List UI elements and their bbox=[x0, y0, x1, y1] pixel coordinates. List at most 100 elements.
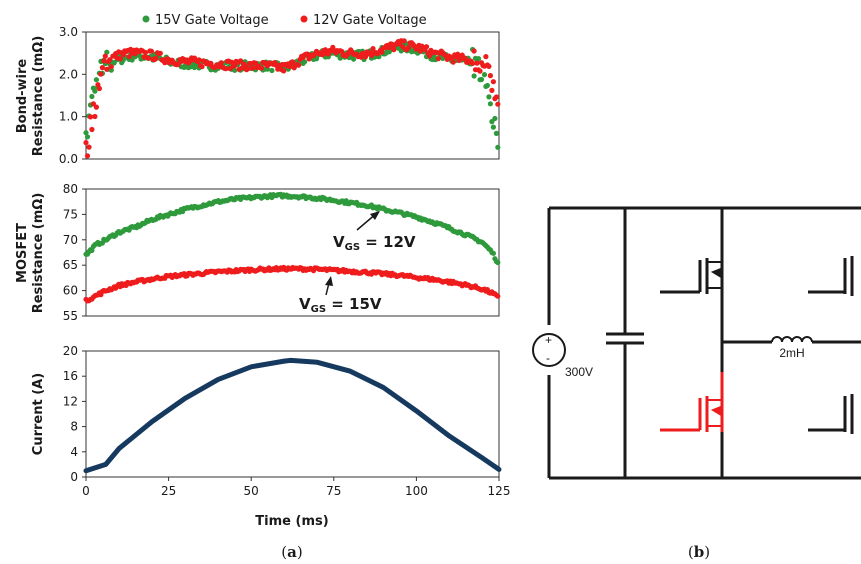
green-data-point bbox=[232, 67, 238, 73]
lower-switch-diode bbox=[710, 405, 723, 417]
red-data-point bbox=[401, 38, 407, 44]
annotation-12v-sub: GS bbox=[345, 242, 360, 253]
x-tick-label: 0 bbox=[82, 484, 90, 498]
annotation-12v-arrowhead bbox=[370, 211, 380, 220]
green-data-point bbox=[490, 124, 496, 130]
red-data-point bbox=[245, 66, 251, 72]
caption-b: (b) bbox=[688, 543, 710, 561]
inductor-label: 2mH bbox=[779, 346, 804, 360]
red-data-point bbox=[258, 65, 264, 71]
y-tick-label: 3.0 bbox=[59, 25, 78, 39]
green-data-point bbox=[495, 259, 501, 266]
current-line bbox=[83, 357, 502, 474]
current-panel: Current (A) 0 4 8 12 16 20 0 25 50 75 100 125 Time… bbox=[31, 344, 510, 529]
green-data-point bbox=[475, 56, 482, 62]
green-data-point bbox=[486, 94, 492, 100]
red-data-point bbox=[249, 65, 256, 71]
annotation-15v-sub: GS bbox=[311, 304, 326, 315]
circuit-diagram bbox=[532, 206, 861, 480]
annotation-12v-value: = 12V bbox=[360, 233, 416, 251]
red-data-point bbox=[223, 66, 229, 72]
green-data-point bbox=[481, 72, 488, 78]
red-data-point bbox=[86, 144, 92, 150]
mosfet-plot-frame bbox=[85, 188, 500, 317]
current-xlabel: Time (ms) bbox=[255, 514, 328, 529]
x-tick-label: 125 bbox=[488, 484, 511, 498]
red-data-point bbox=[487, 73, 493, 79]
red-data-point bbox=[229, 59, 235, 65]
green-data-point bbox=[302, 59, 308, 65]
green-data-point bbox=[492, 115, 498, 122]
red-data-point bbox=[462, 55, 468, 61]
bondwire-panel: Bond-wire Resistance (mΩ) 0.0 1.0 2.0 3.0 bbox=[15, 25, 501, 166]
red-data-point bbox=[196, 57, 202, 63]
annotation-15v-text: VGS = 15V bbox=[299, 295, 382, 315]
green-data-point bbox=[104, 49, 110, 55]
mosfet-series bbox=[83, 191, 501, 304]
green-data-point bbox=[83, 130, 89, 136]
caption-b-letter: b bbox=[694, 543, 705, 561]
red-data-point bbox=[108, 64, 114, 70]
red-data-point bbox=[102, 53, 108, 59]
red-data-point bbox=[89, 126, 95, 133]
red-data-point bbox=[290, 59, 296, 65]
caption-a-letter: a bbox=[287, 543, 297, 561]
red-data-point bbox=[406, 44, 412, 51]
green-data-point bbox=[89, 247, 95, 253]
red-data-point bbox=[379, 49, 385, 55]
x-tick-label: 50 bbox=[244, 484, 259, 498]
red-data-point bbox=[238, 58, 244, 64]
x-tick-label: 75 bbox=[326, 484, 341, 498]
red-data-point bbox=[435, 56, 441, 62]
annotation-15v-arrowhead bbox=[325, 276, 333, 286]
red-data-point bbox=[87, 114, 94, 120]
red-data-point bbox=[477, 68, 483, 74]
annotation-15v-v: V bbox=[299, 295, 311, 313]
green-data-point bbox=[484, 82, 490, 89]
inductor bbox=[771, 336, 813, 343]
red-data-point bbox=[486, 63, 492, 69]
green-data-point bbox=[495, 144, 501, 150]
red-data-point bbox=[145, 55, 151, 61]
y-tick-label: 16 bbox=[63, 369, 78, 383]
red-data-point bbox=[153, 55, 159, 62]
current-series bbox=[83, 357, 502, 474]
lower-switch bbox=[660, 372, 724, 432]
legend: 15V Gate Voltage 12V Gate Voltage bbox=[142, 13, 427, 28]
red-data-point bbox=[483, 54, 489, 60]
red-data-point bbox=[471, 48, 477, 54]
red-data-point bbox=[423, 44, 430, 50]
red-data-point bbox=[495, 293, 501, 299]
legend-label-green: 15V Gate Voltage bbox=[155, 13, 269, 28]
red-data-point bbox=[474, 60, 480, 66]
mosfet-panel: MOSFET Resistance (mΩ) 55 60 65 70 75 80 VGS … bbox=[15, 182, 501, 323]
legend-swatch-green bbox=[142, 15, 150, 23]
red-data-point bbox=[107, 57, 113, 63]
mosfet-y-ticks: 55 60 65 70 75 80 bbox=[63, 182, 86, 323]
current-ylabel: Current (A) bbox=[31, 373, 46, 455]
y-tick-label: 0.0 bbox=[59, 152, 78, 166]
red-data-point bbox=[142, 49, 149, 56]
y-tick-label: 55 bbox=[63, 309, 78, 323]
green-data-point bbox=[93, 77, 99, 83]
y-tick-label: 2.0 bbox=[59, 67, 78, 81]
current-plot-frame bbox=[85, 350, 500, 478]
green-data-point bbox=[84, 134, 91, 140]
red-data-point bbox=[450, 59, 456, 65]
bondwire-ylabel-line1: Bond-wire bbox=[15, 59, 30, 134]
bondwire-plot-frame bbox=[85, 31, 500, 160]
red-data-point bbox=[322, 47, 328, 53]
y-tick-label: 4 bbox=[70, 445, 78, 459]
legend-label-red: 12V Gate Voltage bbox=[313, 13, 427, 28]
red-data-point bbox=[391, 47, 397, 53]
y-tick-label: 75 bbox=[63, 207, 78, 221]
current-y-ticks: 0 4 8 12 16 20 bbox=[63, 344, 86, 484]
green-data-point bbox=[351, 56, 357, 62]
red-data-point bbox=[117, 56, 123, 62]
current-x-ticks: 0 25 50 75 100 125 bbox=[82, 477, 510, 498]
annotation-12v-text: VGS = 12V bbox=[333, 233, 416, 253]
green-data-point bbox=[493, 130, 499, 136]
upper-switch-diode bbox=[710, 267, 723, 279]
green-data-point bbox=[478, 76, 485, 83]
